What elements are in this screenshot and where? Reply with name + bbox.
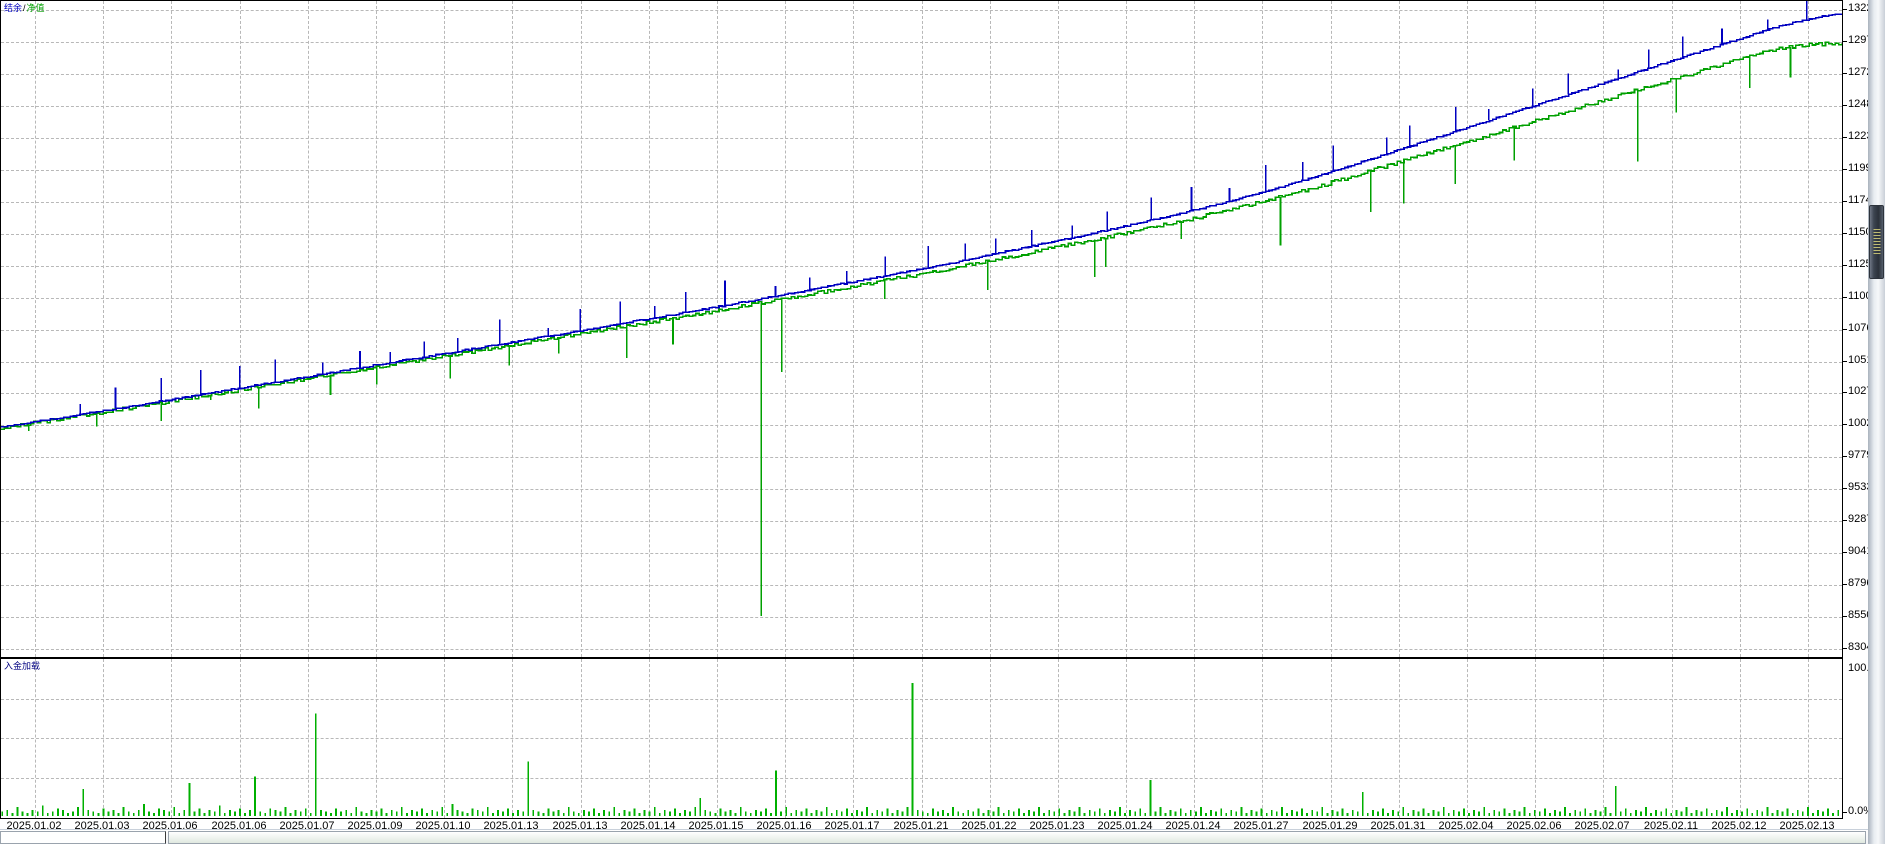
price-scale-label: 12729: [1848, 66, 1879, 78]
balance-equity-series: [1, 1, 1842, 617]
price-scale-label: 8304: [1848, 641, 1873, 653]
price-scale-tick: [1843, 648, 1847, 649]
vertical-scrollbar-thumb[interactable]: [1869, 205, 1884, 279]
price-scale-tick: [1843, 552, 1847, 553]
deposit-load-label: 入金加载: [4, 661, 41, 671]
balance-spikes: [79, 1, 1808, 415]
price-scale-tick: [1843, 329, 1847, 330]
horizontal-scrollbar-leftbox[interactable]: [0, 831, 166, 844]
vertical-scrollbar[interactable]: [1868, 0, 1885, 844]
price-scale-tick: [1843, 616, 1847, 617]
price-scale-label: 11008: [1848, 290, 1878, 302]
price-scale-tick: [1843, 201, 1847, 202]
price-scale-tick: [1843, 9, 1847, 10]
deposit-load-panel[interactable]: 入金加载: [0, 659, 1843, 819]
price-scale-tick: [1843, 488, 1847, 489]
price-scale-label: 9041: [1848, 545, 1873, 557]
price-scale-label: 12483: [1848, 98, 1879, 110]
price-scale-label: 11991: [1848, 162, 1878, 174]
chart-legend: 结余/净值: [4, 3, 45, 14]
price-scale-label: 9287: [1848, 513, 1873, 525]
deposit-load-bar-group: [1, 683, 1840, 816]
price-scale-tick: [1843, 297, 1847, 298]
price-scale-tick: [1843, 137, 1847, 138]
price-scale-label: 10271: [1848, 385, 1879, 397]
price-scale-label: 8796: [1848, 577, 1873, 589]
price-scale-label: 11500: [1848, 226, 1878, 238]
horizontal-scrollbar[interactable]: [0, 829, 1868, 844]
price-scale-tick: [1843, 41, 1847, 42]
percent-scale-tick: [1843, 812, 1847, 813]
price-scale-tick: [1843, 584, 1847, 585]
price-scale-label: 10762: [1848, 322, 1879, 334]
price-scale-label: 11254: [1848, 258, 1878, 270]
deposit-load-bars: [1, 683, 1840, 816]
price-scale-label: 9533: [1848, 481, 1873, 493]
price-scale-tick: [1843, 105, 1847, 106]
price-scale-tick: [1843, 73, 1847, 74]
horizontal-scrollbar-thumb[interactable]: [168, 831, 1866, 844]
price-scale-tick: [1843, 265, 1847, 266]
price-scale-label: 11746: [1848, 194, 1878, 206]
equity-line: [1, 41, 1842, 431]
legend-balance-label: 结余: [4, 3, 23, 13]
price-scale-label: 12975: [1848, 34, 1879, 46]
price-scale-tick: [1843, 456, 1847, 457]
balance-line: [1, 13, 1842, 428]
percent-scale-top-label: 100.0%: [1848, 662, 1885, 674]
price-scale-tick: [1843, 424, 1847, 425]
price-scale-tick: [1843, 169, 1847, 170]
price-scale-label: 13221: [1848, 2, 1879, 14]
price-scale-label: 10025: [1848, 417, 1879, 429]
price-scale-tick: [1843, 233, 1847, 234]
price-scale-label: 10516: [1848, 354, 1879, 366]
price-scale-tick: [1843, 520, 1847, 521]
price-scale-tick: [1843, 392, 1847, 393]
percent-scale-bottom-label: 0.0%: [1848, 805, 1874, 817]
price-scale-label: 8550: [1848, 609, 1873, 621]
price-scale-label: 12237: [1848, 130, 1879, 142]
price-scale-label: 9779: [1848, 449, 1873, 461]
price-scale[interactable]: 13221 12975 12729 12483 12237 11991 11746 11500…: [1843, 0, 1885, 819]
price-scale-tick: [1843, 361, 1847, 362]
legend-separator: /: [23, 3, 26, 13]
equity-drawdown-spikes: [27, 47, 1792, 617]
legend-equity-label: 净值: [26, 3, 45, 13]
scrollbar-grip-icon: [1873, 229, 1880, 255]
balance-equity-chart-panel[interactable]: 结余/净值: [0, 0, 1843, 659]
